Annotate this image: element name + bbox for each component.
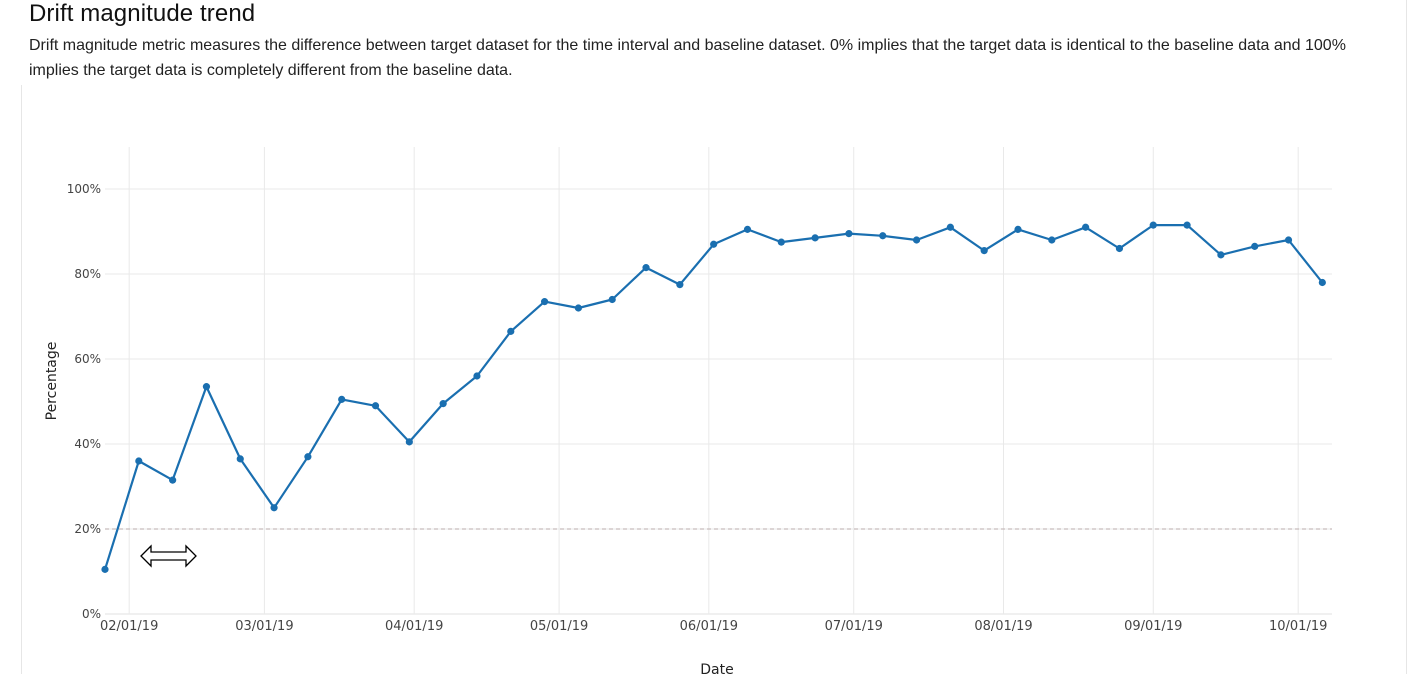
y-tick-label: 100%: [67, 182, 101, 196]
data-point: [879, 232, 887, 240]
data-point: [101, 565, 109, 573]
data-point: [777, 238, 785, 246]
data-point: [1149, 221, 1157, 229]
data-point: [338, 395, 346, 403]
line-layer: [103, 224, 1324, 570]
data-point: [202, 383, 211, 391]
data-point: [743, 225, 752, 233]
y-tick-label: 60%: [74, 352, 101, 366]
data-point: [710, 240, 718, 248]
data-point: [912, 236, 921, 244]
data-point: [845, 230, 853, 238]
axis-layer: 0% 20% 40% 60% 80% 100% 02/01/19 03/01/19 04/01/…: [44, 182, 1327, 674]
y-tick-label: 40%: [74, 437, 101, 451]
x-tick-label: 04/01/19: [385, 619, 443, 634]
x-tick-label: 02/01/19: [100, 619, 158, 634]
x-tick-label: 03/01/19: [235, 619, 293, 634]
x-tick-label: 06/01/19: [680, 619, 738, 634]
y-tick-label: 0%: [82, 607, 101, 621]
x-tick-label: 08/01/19: [974, 619, 1032, 634]
chart-title: Drift magnitude trend: [29, 0, 256, 27]
data-point: [574, 304, 583, 312]
point-layer: [101, 221, 1326, 573]
data-point: [236, 455, 244, 463]
data-point: [608, 295, 616, 304]
data-point: [946, 223, 954, 231]
data-point: [439, 400, 447, 408]
data-point: [1217, 251, 1225, 259]
resize-cursor-icon: [140, 544, 197, 568]
x-axis-title: Date: [700, 662, 733, 674]
data-point: [1183, 221, 1191, 229]
data-point: [405, 438, 413, 446]
grid-layer: [105, 147, 1332, 615]
data-point: [676, 281, 684, 289]
y-axis-title: Percentage: [44, 342, 60, 421]
data-point: [1284, 236, 1293, 244]
data-point: [1082, 223, 1090, 231]
data-point: [1048, 236, 1056, 244]
x-tick-label: 10/01/19: [1269, 619, 1327, 634]
data-point: [642, 264, 650, 272]
x-tick-label: 05/01/19: [530, 619, 588, 634]
data-point: [1014, 225, 1022, 233]
chart-description: Drift magnitude metric measures the diff…: [29, 37, 1346, 79]
data-point: [169, 476, 177, 484]
data-point: [540, 298, 549, 306]
series-line: [103, 224, 1324, 570]
panel-right-border: [1406, 0, 1407, 674]
data-point: [304, 453, 312, 461]
data-point: [270, 504, 278, 512]
data-point: [473, 372, 481, 380]
x-tick-label: 09/01/19: [1124, 619, 1182, 634]
panel-left-border: [21, 85, 22, 674]
y-tick-label: 20%: [74, 522, 101, 536]
data-point: [371, 402, 380, 410]
data-point: [1251, 242, 1259, 250]
x-tick-label: 07/01/19: [825, 619, 883, 634]
data-point: [1115, 244, 1124, 253]
data-point: [811, 234, 819, 242]
data-point: [135, 457, 143, 465]
y-tick-label: 80%: [74, 267, 101, 281]
data-point: [980, 247, 988, 255]
data-point: [1318, 278, 1326, 287]
data-point: [507, 327, 515, 335]
